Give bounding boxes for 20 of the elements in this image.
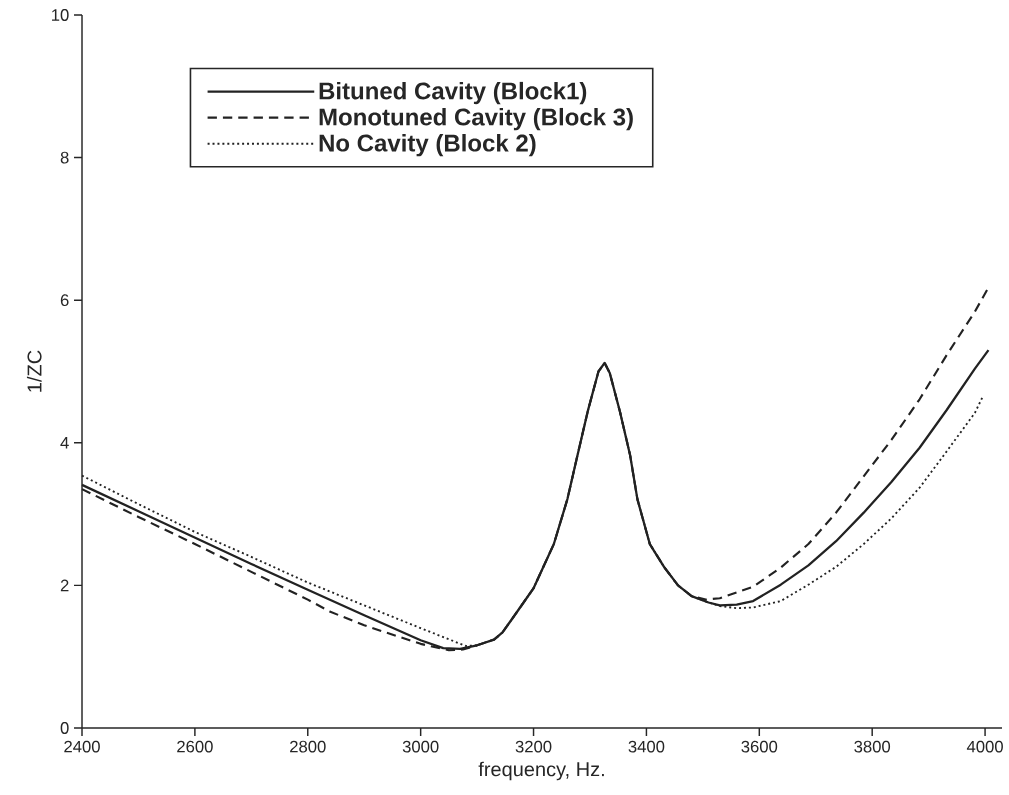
y-tick-label: 0 (60, 722, 69, 734)
y-tick-label: 10 (52, 9, 69, 21)
y-axis-title: 1/ZC (26, 350, 42, 392)
x-tick-label: 3400 (628, 740, 665, 753)
x-tick-label: 2400 (64, 740, 100, 753)
y-tick-label: 8 (60, 151, 69, 164)
legend-label: Bituned Cavity (Block1) (319, 81, 587, 105)
x-tick-label: 3000 (402, 740, 439, 753)
x-tick-label: 3200 (515, 740, 552, 753)
x-axis-title: frequency, Hz. (478, 761, 604, 781)
legend-label: No Cavity (Block 2) (319, 133, 536, 157)
x-tick-label: 3800 (854, 740, 891, 753)
x-tick-label: 2600 (177, 740, 213, 753)
y-tick-label: 6 (60, 294, 69, 307)
y-tick-label: 2 (60, 579, 69, 592)
x-tick-label: 2800 (290, 740, 326, 753)
x-tick-label: 4000 (966, 740, 1003, 753)
y-tick-label: 4 (60, 437, 69, 449)
x-tick-label: 3600 (741, 740, 778, 753)
legend-label: Monotuned Cavity (Block 3) (319, 107, 633, 131)
